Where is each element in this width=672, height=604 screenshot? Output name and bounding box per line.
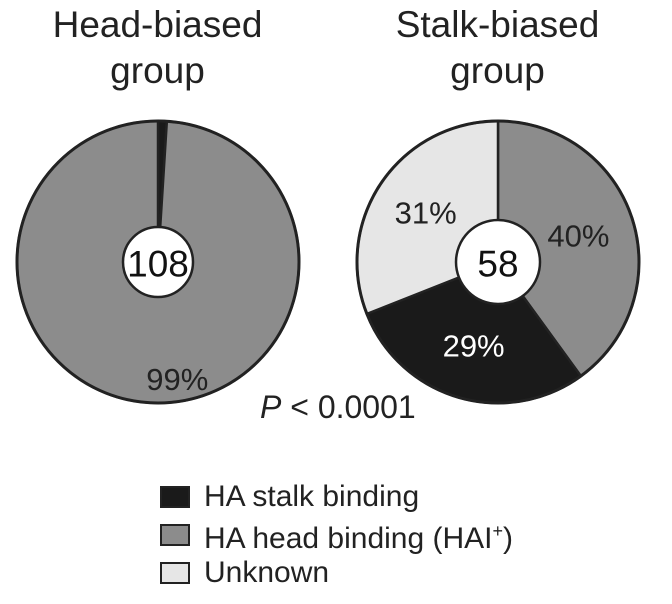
pie-head: 99% 108	[15, 119, 301, 405]
head-biased-title: Head-biased group	[20, 2, 295, 94]
head-title-line2: group	[110, 50, 205, 91]
stalk-title-line1: Stalk-biased	[395, 4, 600, 45]
pie-stalk: 40% 29% 31% 58	[355, 119, 641, 405]
legend-item-stalk: HA stalk binding	[160, 478, 513, 516]
pie-stalk-slice-label-0: 40%	[547, 218, 609, 253]
pie-stalk-center	[454, 218, 542, 306]
pie-head-slice-label-1: 99%	[146, 362, 208, 397]
legend-item-unknown: Unknown	[160, 554, 513, 592]
legend-swatch-unknown	[160, 562, 190, 584]
legend-label-head-suffix: )	[503, 522, 514, 555]
legend-swatch-head	[160, 524, 190, 546]
p-value-text: < 0.0001	[281, 389, 416, 425]
legend-label-stalk: HA stalk binding	[204, 480, 420, 513]
legend-label-head: HA head binding (HAI	[204, 522, 493, 555]
pie-stalk-slice-label-1: 29%	[443, 328, 505, 363]
legend-swatch-stalk	[160, 486, 190, 508]
legend: HA stalk binding HA head binding (HAI+) …	[160, 478, 513, 592]
legend-label-head-sup: +	[492, 521, 504, 541]
pie-head-center	[121, 225, 195, 299]
legend-item-head: HA head binding (HAI+)	[160, 516, 514, 555]
stalk-title-line2: group	[450, 50, 545, 91]
pie-head-total: 108	[127, 244, 189, 285]
p-value-letter: P	[260, 389, 282, 425]
pie-stalk-outline	[355, 119, 641, 405]
pie-stalk-slice-label-2: 31%	[395, 195, 457, 230]
head-title-line1: Head-biased	[52, 4, 263, 45]
pie-stalk-total: 58	[477, 244, 518, 285]
stalk-biased-title: Stalk-biased group	[355, 2, 640, 94]
pie-head-outline	[15, 119, 301, 405]
legend-label-unknown: Unknown	[204, 556, 330, 589]
p-value: P < 0.0001	[260, 388, 416, 426]
